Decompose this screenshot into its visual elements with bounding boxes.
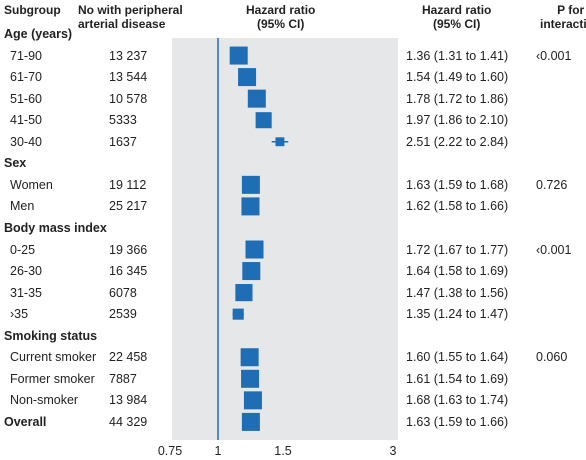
table-row: Former smoker 7887 1.61 (1.54 to 1.69) <box>0 369 586 389</box>
point-estimate <box>235 284 253 302</box>
hazard-ratio-text: 1.54 (1.49 to 1.60) <box>406 70 509 85</box>
p-interaction: 0.726 <box>536 177 568 192</box>
table-row: Men 25 217 1.62 (1.58 to 1.66) <box>0 196 586 216</box>
x-tick-label: 1 <box>215 444 222 458</box>
table-row: Current smoker 22 458 1.60 (1.55 to 1.64) 0… <box>0 347 586 367</box>
table-row: 41-50 5333 1.97 (1.86 to 2.10) <box>0 110 586 130</box>
table-row: Non-smoker 13 984 1.68 (1.63 to 1.74) <box>0 390 586 410</box>
hazard-ratio-text: 1.63 (1.59 to 1.66) <box>406 414 509 429</box>
case-count: 13 237 <box>109 48 148 63</box>
point-estimate <box>238 68 257 87</box>
subgroup-label: Women <box>10 177 53 192</box>
point-estimate <box>241 412 260 431</box>
case-count: 19 112 <box>109 177 147 192</box>
x-tick-label: 0.75 <box>158 444 182 458</box>
hazard-ratio-text: 1.64 (1.58 to 1.69) <box>406 264 509 279</box>
case-count: 5333 <box>109 113 137 128</box>
point-estimate <box>247 89 266 108</box>
case-count: 13 984 <box>109 393 148 408</box>
point-estimate <box>242 262 261 281</box>
subgroup-label: 51-60 <box>10 91 42 106</box>
table-row: Women 19 112 1.63 (1.59 to 1.68) 0.726 <box>0 175 586 195</box>
point-estimate <box>240 348 259 367</box>
subgroup-label: 30-40 <box>10 134 42 149</box>
subgroup-label: 41-50 <box>10 113 42 128</box>
header-hr-text: Hazard ratio (95% CI) <box>422 3 492 31</box>
case-count: 10 578 <box>109 91 148 106</box>
group-label: Age (years) <box>4 27 73 41</box>
point-estimate <box>255 112 272 129</box>
case-count: 16 345 <box>109 264 148 279</box>
group-header-row: Sex <box>0 153 586 173</box>
table-row: 61-70 13 544 1.54 (1.49 to 1.60) <box>0 67 586 87</box>
hazard-ratio-text: 1.47 (1.38 to 1.56) <box>406 285 509 300</box>
table-row: 71-90 13 237 1.36 (1.31 to 1.41) ‹0.001 <box>0 46 586 66</box>
case-count: 1637 <box>109 134 137 149</box>
table-row: 30-40 1637 2.51 (2.22 to 2.84) <box>0 132 586 152</box>
hazard-ratio-text: 1.97 (1.86 to 2.10) <box>406 113 509 128</box>
header-subgroup: Subgroup <box>4 3 61 17</box>
p-interaction: 0.060 <box>536 350 568 365</box>
subgroup-label: Non-smoker <box>10 393 79 408</box>
subgroup-label: 31-35 <box>10 285 42 300</box>
subgroup-label: ›35 <box>10 307 29 322</box>
subgroup-label: 61-70 <box>10 70 42 85</box>
hazard-ratio-text: 2.51 (2.22 to 2.84) <box>406 134 509 149</box>
subgroup-label: Former smoker <box>10 371 95 386</box>
x-tick-label: 1.5 <box>274 444 291 458</box>
header-hr-plot: Hazard ratio (95% CI) <box>246 3 316 31</box>
table-row: 51-60 10 578 1.78 (1.72 to 1.86) <box>0 89 586 109</box>
subgroup-label: 26-30 <box>10 264 42 279</box>
point-estimate <box>275 137 285 147</box>
group-header-row: Smoking status <box>0 326 586 346</box>
header-n-pad: No with peripheral arterial disease <box>78 3 183 31</box>
hazard-ratio-text: 1.36 (1.31 to 1.41) <box>406 48 509 63</box>
table-row: 26-30 16 345 1.64 (1.58 to 1.69) <box>0 261 586 281</box>
p-interaction: ‹0.001 <box>536 48 572 63</box>
point-estimate <box>232 308 244 320</box>
case-count: 7887 <box>109 371 137 386</box>
hazard-ratio-text: 1.60 (1.55 to 1.64) <box>406 350 509 365</box>
p-interaction: ‹0.001 <box>536 242 572 257</box>
group-label: Body mass index <box>4 220 107 235</box>
point-estimate <box>241 369 260 388</box>
point-estimate <box>229 46 248 65</box>
case-count: 2539 <box>109 307 137 322</box>
case-count: 19 366 <box>109 242 148 257</box>
subgroup-label: 71-90 <box>10 48 42 63</box>
group-header-row: Age (years) <box>0 24 586 44</box>
case-count: 6078 <box>109 285 137 300</box>
point-estimate <box>241 197 260 216</box>
table-row: 0-25 19 366 1.72 (1.67 to 1.77) ‹0.001 <box>0 240 586 260</box>
table-row: ›35 2539 1.35 (1.24 to 1.47) <box>0 304 586 324</box>
table-row: 31-35 6078 1.47 (1.38 to 1.56) <box>0 283 586 303</box>
hazard-ratio-text: 1.63 (1.59 to 1.68) <box>406 177 509 192</box>
header-p-interaction: P for interaction <box>540 3 586 31</box>
case-count: 22 458 <box>109 350 148 365</box>
point-estimate <box>245 240 264 259</box>
hazard-ratio-text: 1.62 (1.58 to 1.66) <box>406 199 509 214</box>
hazard-ratio-text: 1.35 (1.24 to 1.47) <box>406 307 509 322</box>
plot-panel <box>172 38 398 440</box>
hazard-ratio-text: 1.72 (1.67 to 1.77) <box>406 242 509 257</box>
hazard-ratio-text: 1.68 (1.63 to 1.74) <box>406 393 509 408</box>
hazard-ratio-text: 1.61 (1.54 to 1.69) <box>406 371 509 386</box>
x-tick-label: 3 <box>390 444 397 458</box>
case-count: 44 329 <box>109 414 148 429</box>
subgroup-label: Current smoker <box>10 350 97 365</box>
hazard-ratio-text: 1.78 (1.72 to 1.86) <box>406 91 509 106</box>
subgroup-label: Men <box>10 199 35 214</box>
group-label: Smoking status <box>4 328 98 343</box>
table-row: Overall 44 329 1.63 (1.59 to 1.66) <box>0 412 586 432</box>
subgroup-label: Overall <box>4 414 47 429</box>
group-header-row: Body mass index <box>0 218 586 238</box>
point-estimate <box>241 175 260 194</box>
group-label: Sex <box>4 156 27 171</box>
case-count: 25 217 <box>109 199 148 214</box>
point-estimate <box>243 391 262 410</box>
subgroup-label: 0-25 <box>10 242 36 257</box>
case-count: 13 544 <box>109 70 148 85</box>
